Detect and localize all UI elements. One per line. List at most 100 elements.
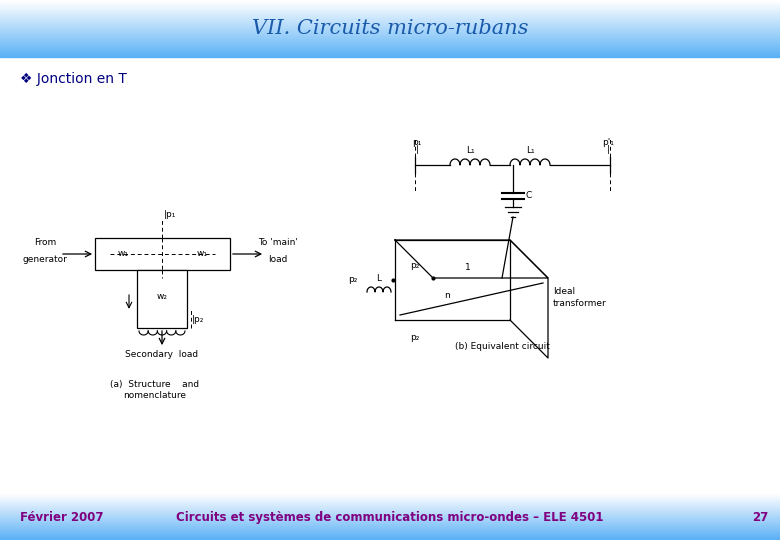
Bar: [0, 48, 780, 49]
Bar: [0, 514, 780, 515]
Bar: [0, 506, 780, 507]
Bar: [0, 14, 780, 15]
Bar: [0, 57, 780, 494]
Bar: [0, 12, 780, 13]
Text: Ideal: Ideal: [553, 287, 575, 296]
Bar: [0, 522, 780, 523]
Bar: [0, 53, 780, 54]
Text: p'₁: p'₁: [602, 138, 614, 147]
Bar: [0, 507, 780, 508]
Bar: [0, 9, 780, 10]
Text: |: |: [607, 145, 609, 154]
Bar: [0, 46, 780, 47]
Text: To 'main': To 'main': [258, 238, 298, 247]
Bar: [0, 531, 780, 532]
Text: generator: generator: [23, 255, 67, 264]
Bar: [0, 13, 780, 14]
Bar: [0, 17, 780, 18]
Bar: [0, 538, 780, 539]
Bar: [0, 524, 780, 525]
Bar: [0, 527, 780, 528]
Bar: [0, 515, 780, 516]
Bar: [0, 513, 780, 514]
Bar: [0, 50, 780, 51]
Bar: [0, 55, 780, 56]
Bar: [0, 504, 780, 505]
Bar: [0, 528, 780, 529]
Bar: [0, 29, 780, 30]
Bar: [0, 498, 780, 499]
Bar: [0, 20, 780, 21]
Text: 1: 1: [466, 264, 471, 273]
Bar: [0, 52, 780, 53]
Bar: [0, 30, 780, 31]
Bar: [0, 39, 780, 40]
Bar: [0, 501, 780, 502]
Bar: [0, 11, 780, 12]
Bar: [0, 1, 780, 2]
Bar: [0, 18, 780, 19]
Bar: [0, 27, 780, 28]
Text: p₂: p₂: [410, 334, 420, 342]
Text: w₂: w₂: [157, 292, 168, 301]
Text: |p₂: |p₂: [192, 315, 204, 325]
Bar: [0, 0, 780, 1]
Bar: [0, 536, 780, 537]
Bar: [0, 495, 780, 496]
Bar: [0, 21, 780, 22]
Bar: [0, 19, 780, 20]
Bar: [0, 42, 780, 43]
Text: Février 2007: Février 2007: [20, 510, 104, 524]
Bar: [0, 10, 780, 11]
Text: w₁: w₁: [197, 249, 207, 259]
Bar: [0, 530, 780, 531]
Bar: [0, 496, 780, 497]
Text: p₂: p₂: [349, 275, 358, 285]
Bar: [0, 41, 780, 42]
Bar: [0, 535, 780, 536]
Text: nomenclature: nomenclature: [123, 391, 186, 400]
Bar: [0, 502, 780, 503]
Text: Secondary  load: Secondary load: [126, 350, 199, 359]
Bar: [0, 529, 780, 530]
Bar: [0, 508, 780, 509]
Bar: [0, 503, 780, 504]
Bar: [0, 24, 780, 25]
Text: ❖ Jonction en T: ❖ Jonction en T: [20, 72, 127, 86]
Bar: [0, 526, 780, 527]
Bar: [0, 539, 780, 540]
Bar: [0, 500, 780, 501]
Bar: [0, 54, 780, 55]
Text: From: From: [34, 238, 56, 247]
Bar: [0, 8, 780, 9]
Bar: [0, 56, 780, 57]
Bar: [0, 15, 780, 16]
Bar: [0, 537, 780, 538]
Bar: [0, 36, 780, 37]
Bar: [0, 34, 780, 35]
Bar: [0, 517, 780, 518]
Bar: [0, 521, 780, 522]
Bar: [137, 270, 187, 328]
Bar: [0, 499, 780, 500]
Bar: [0, 44, 780, 45]
Bar: [0, 511, 780, 512]
Text: n: n: [444, 292, 449, 300]
Text: L₁: L₁: [526, 146, 534, 155]
Text: p₁: p₁: [413, 138, 422, 147]
Bar: [0, 38, 780, 39]
Bar: [0, 25, 780, 26]
Text: (a)  Structure    and: (a) Structure and: [110, 380, 199, 389]
Bar: [0, 45, 780, 46]
Bar: [0, 23, 780, 24]
Bar: [0, 510, 780, 511]
Bar: [0, 43, 780, 44]
Text: |: |: [416, 145, 419, 154]
Bar: [0, 28, 780, 29]
Bar: [0, 497, 780, 498]
Bar: [0, 37, 780, 38]
Bar: [0, 505, 780, 506]
Text: p₂: p₂: [410, 261, 420, 271]
Bar: [0, 49, 780, 50]
Bar: [0, 40, 780, 41]
